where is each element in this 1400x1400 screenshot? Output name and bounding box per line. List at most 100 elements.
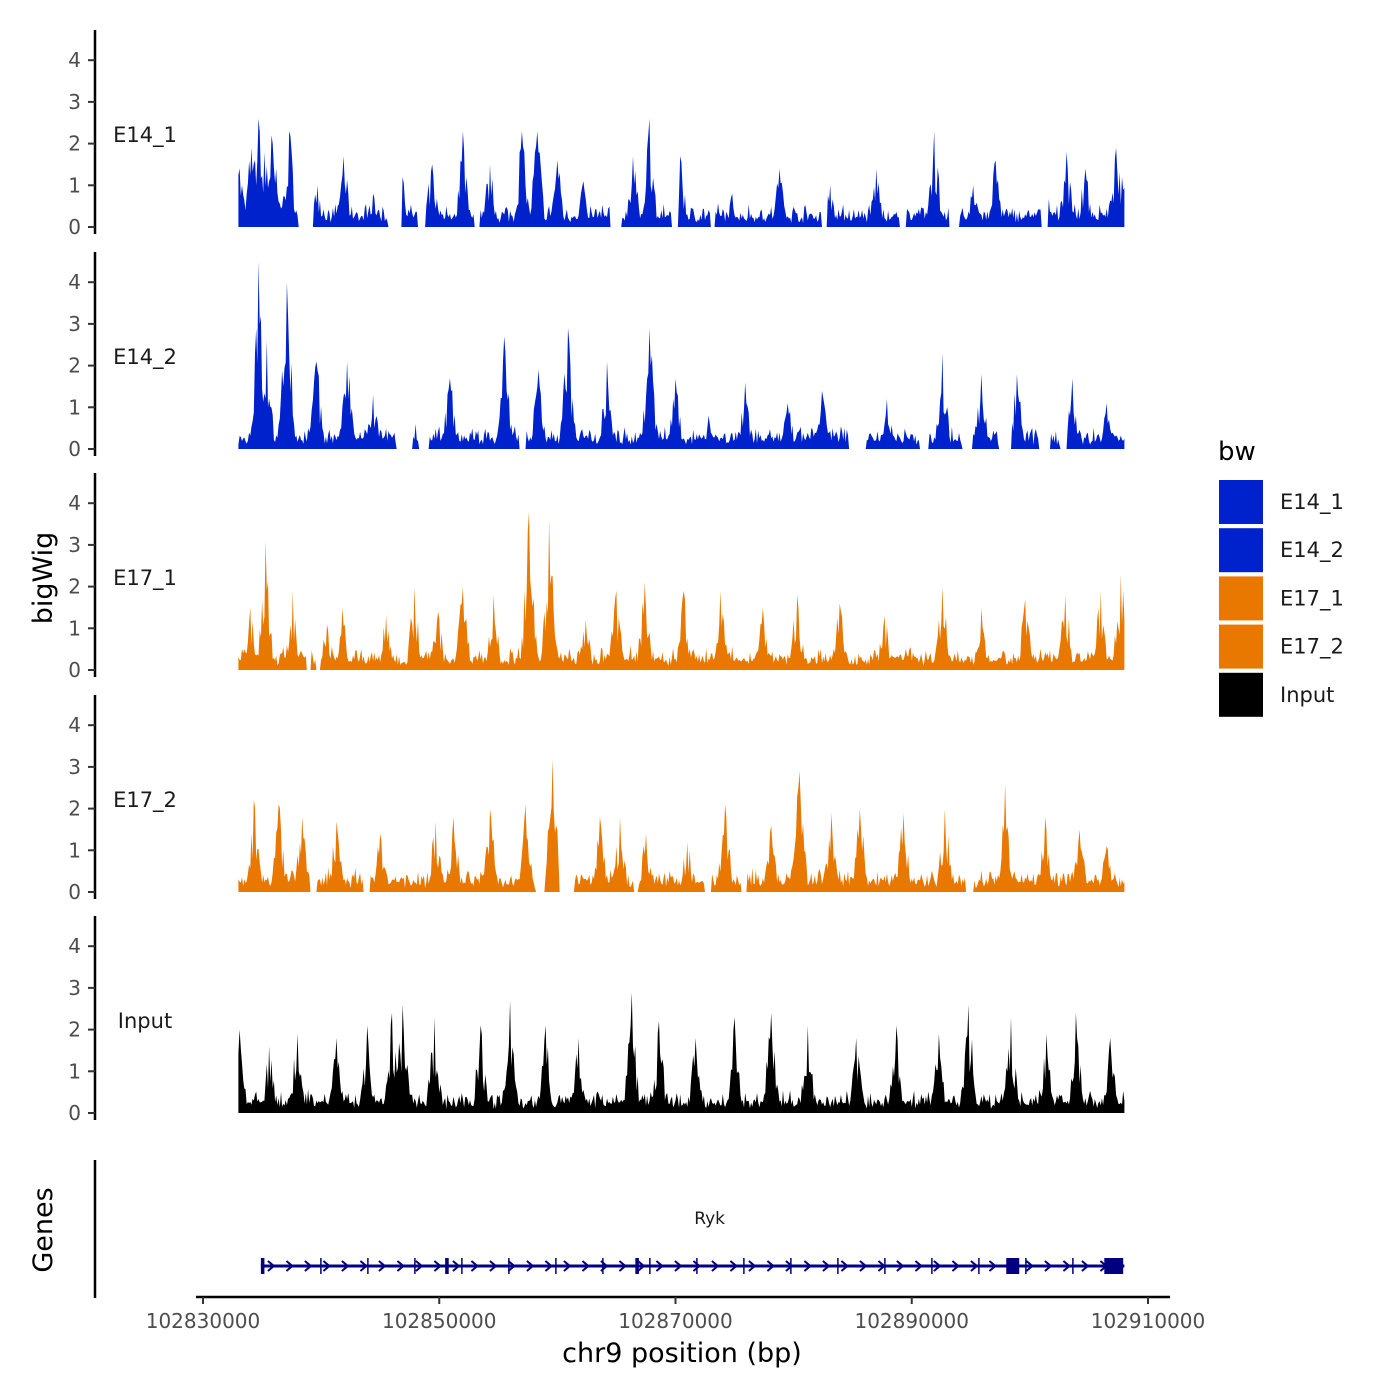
x-tick-label: 102850000	[382, 1309, 497, 1333]
track-E17_1: 0 1 2 3 4 E17_1	[68, 473, 1125, 682]
legend-label-E17_2: E17_2	[1280, 635, 1344, 660]
track-label-E17_1: E17_1	[113, 566, 177, 591]
strand-arrow	[581, 1260, 590, 1272]
x-tick-label: 102870000	[618, 1309, 733, 1333]
strand-arrow	[267, 1260, 276, 1272]
strand-arrow	[766, 1260, 775, 1272]
y-tick-label-E17_2: 0	[68, 880, 81, 904]
track-label-E17_2: E17_2	[113, 788, 177, 813]
strand-arrow	[914, 1260, 923, 1272]
strand-arrow	[822, 1260, 831, 1272]
y-tick-label-E17_1: 3	[68, 533, 81, 557]
track-E17_2: 0 1 2 3 4 E17_2	[68, 695, 1125, 904]
coverage-area-E14_2	[238, 261, 1125, 449]
x-tick-label: 102890000	[854, 1309, 969, 1333]
strand-arrow	[507, 1260, 516, 1272]
strand-arrow	[396, 1260, 405, 1272]
legend-swatch-E17_1	[1219, 576, 1263, 621]
legend: bw E14_1 E14_2 E17_1 E17_2 Input	[1218, 437, 1344, 717]
y-tick-label-Input: 4	[68, 934, 81, 958]
legend-label-E14_2: E14_2	[1280, 538, 1344, 563]
track-Input: 0 1 2 3 4 Input	[68, 916, 1125, 1125]
strand-arrow	[1025, 1260, 1034, 1272]
genes-panel-title: Genes	[28, 1187, 59, 1272]
y-tick-label-E14_1: 2	[68, 132, 81, 156]
exon-Ryk	[1104, 1258, 1124, 1274]
y-tick-label-E14_1: 4	[68, 48, 81, 72]
exon-Ryk	[445, 1258, 449, 1274]
coverage-area-E17_2	[238, 758, 1125, 892]
strand-arrow	[544, 1260, 553, 1272]
x-tick-label: 102830000	[146, 1309, 261, 1333]
y-tick-label-Input: 0	[68, 1101, 81, 1125]
y-tick-label-E17_1: 1	[68, 616, 81, 640]
strand-arrow	[1081, 1260, 1090, 1272]
strand-arrow	[1044, 1260, 1053, 1272]
strand-arrow	[285, 1260, 294, 1272]
track-label-Input: Input	[118, 1009, 172, 1033]
y-tick-label-E14_2: 2	[68, 354, 81, 378]
y-tick-label-E17_1: 0	[68, 658, 81, 682]
strand-arrow	[452, 1260, 461, 1272]
strand-arrow	[637, 1260, 646, 1272]
y-axis-title: bigWig	[28, 532, 59, 625]
y-tick-label-E14_2: 0	[68, 437, 81, 461]
legend-label-Input: Input	[1280, 683, 1334, 707]
strand-arrow	[341, 1260, 350, 1272]
genes-panel: Ryk	[93, 1160, 1125, 1298]
legend-swatch-Input	[1219, 672, 1263, 717]
legend-label-E14_1: E14_1	[1280, 490, 1344, 515]
y-tick-label-E14_1: 3	[68, 90, 81, 114]
strand-arrow	[729, 1260, 738, 1272]
coverage-area-E17_1	[238, 511, 1125, 670]
y-tick-label-E14_1: 0	[68, 215, 81, 239]
legend-swatch-E17_2	[1219, 624, 1263, 669]
x-axis: 102830000 102850000 102870000 102890000 1029…	[146, 1295, 1206, 1333]
strand-arrow	[748, 1260, 757, 1272]
strand-arrow	[896, 1260, 905, 1272]
y-tick-label-E17_2: 2	[68, 797, 81, 821]
y-tick-label-Input: 3	[68, 976, 81, 1000]
strand-arrow	[563, 1260, 572, 1272]
strand-arrow	[988, 1260, 997, 1272]
strand-arrow	[840, 1260, 849, 1272]
strand-arrow	[378, 1260, 387, 1272]
exon-Ryk	[635, 1258, 639, 1274]
strand-arrow	[933, 1260, 942, 1272]
strand-arrow	[489, 1260, 498, 1272]
strand-arrow	[711, 1260, 720, 1272]
track-label-E14_1: E14_1	[113, 123, 177, 148]
exon-Ryk	[1006, 1258, 1020, 1274]
legend-label-E17_1: E17_1	[1280, 586, 1344, 611]
y-tick-label-E14_2: 3	[68, 312, 81, 336]
y-tick-label-Input: 1	[68, 1059, 81, 1083]
x-tick-label: 102910000	[1091, 1309, 1206, 1333]
y-tick-label-E17_1: 2	[68, 575, 81, 599]
coverage-area-E14_1	[238, 118, 1125, 227]
exon-Ryk	[260, 1258, 265, 1274]
gene-label-Ryk: Ryk	[694, 1209, 725, 1229]
strand-arrow	[970, 1260, 979, 1272]
y-tick-label-E17_1: 4	[68, 491, 81, 515]
strand-arrow	[359, 1260, 368, 1272]
strand-arrow	[785, 1260, 794, 1272]
coverage-area-Input	[238, 992, 1125, 1113]
y-tick-label-E17_2: 3	[68, 755, 81, 779]
x-axis-title: chr9 position (bp)	[562, 1338, 802, 1369]
strand-arrow	[618, 1260, 627, 1272]
strand-arrow	[692, 1260, 701, 1272]
y-tick-label-Input: 2	[68, 1018, 81, 1042]
strand-arrow	[415, 1260, 424, 1272]
legend-title: bw	[1218, 437, 1256, 467]
legend-swatch-E14_1	[1219, 480, 1263, 524]
y-tick-label-E17_2: 1	[68, 838, 81, 862]
strand-arrow	[304, 1260, 313, 1272]
y-tick-label-E14_2: 4	[68, 270, 81, 294]
track-E14_2: 0 1 2 3 4 E14_2	[68, 252, 1125, 461]
y-tick-label-E17_2: 4	[68, 713, 81, 737]
track-label-E14_2: E14_2	[113, 345, 177, 370]
y-tick-label-E14_2: 1	[68, 395, 81, 419]
strand-arrow	[655, 1260, 664, 1272]
strand-arrow	[322, 1260, 331, 1272]
